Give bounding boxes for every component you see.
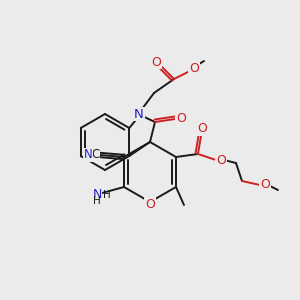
Text: H: H [103,190,111,200]
Text: O: O [216,154,226,166]
Text: N: N [134,107,144,121]
Text: O: O [176,112,186,124]
Text: O: O [260,178,270,191]
Text: O: O [151,56,161,68]
Text: H: H [93,196,101,206]
Text: C: C [91,148,99,161]
Text: O: O [189,61,199,74]
Text: N: N [84,148,92,161]
Text: N: N [92,188,102,202]
Text: O: O [197,122,207,136]
Text: O: O [145,197,155,211]
